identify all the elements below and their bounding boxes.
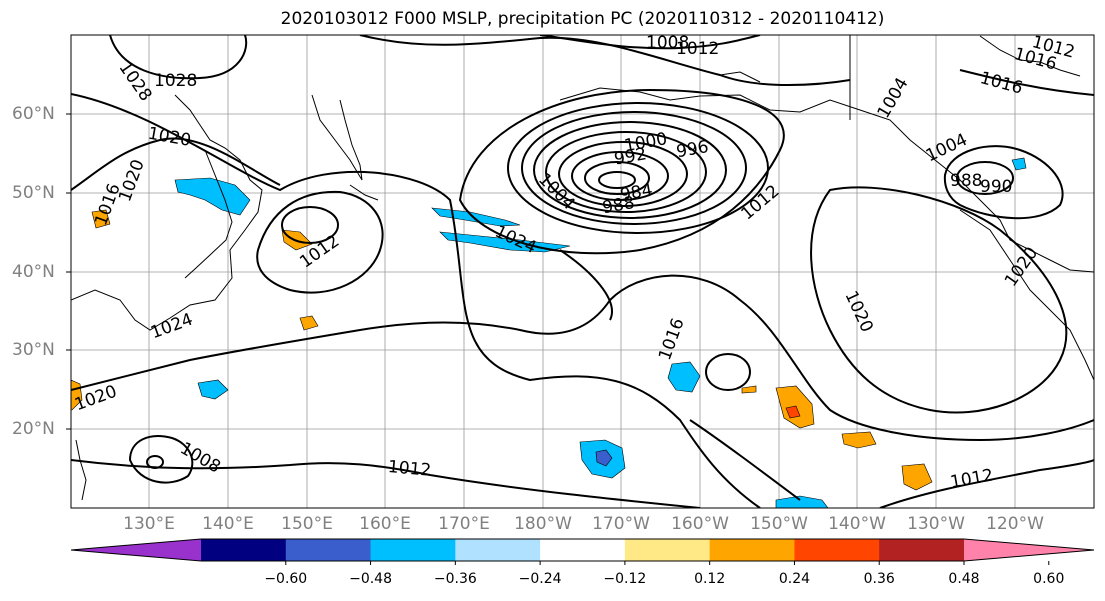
precip-navy-hawaii [595, 449, 613, 467]
contour-label: 1012 [387, 457, 432, 481]
colorbar-tick-label: −0.24 [518, 571, 562, 587]
contour-label: 1012 [737, 181, 783, 224]
contour-label: 1020 [146, 124, 192, 151]
contour-label: 996 [675, 137, 710, 162]
lon-label: 150°E [281, 514, 333, 534]
contour-label: 1024 [148, 310, 195, 344]
contour-label: 1020 [840, 288, 876, 336]
colorbar-tick-label: 0.24 [778, 571, 811, 587]
lat-label: 50°N [12, 183, 55, 203]
contour-label: 1016 [655, 316, 689, 363]
contour-labels: 1028 1028 1008 1012 1012 1016 1016 1020 … [72, 33, 1077, 493]
colorbar-tick-label: 0.36 [863, 571, 895, 587]
isobars [71, 35, 1094, 508]
precip-blue-sw [197, 379, 229, 400]
contour-label: 1024 [492, 222, 540, 258]
precip-blue-japan [174, 177, 251, 216]
lon-label: 170°E [438, 514, 490, 534]
contour-label: 992 [613, 144, 648, 169]
colorbar-tick-label: −0.48 [349, 571, 392, 587]
contour-label: 1020 [1001, 244, 1042, 291]
contour-label: 1004 [874, 74, 913, 121]
lat-label: 20°N [12, 419, 55, 439]
contour-label: 1028 [154, 71, 197, 91]
precip-blue-midpac-1 [431, 207, 521, 227]
colorbar-tick-label: −0.36 [433, 571, 477, 587]
colorbar-tick-label: 0.12 [694, 571, 726, 587]
lat-label: 60°N [12, 104, 55, 124]
contour-label: 1016 [91, 181, 125, 228]
map-frame [70, 34, 1095, 509]
lon-label: 150°W [750, 514, 808, 534]
contour-label: 1008 [646, 33, 689, 53]
contour-label: 1004 [923, 130, 971, 166]
contour-label: 990 [980, 177, 1012, 197]
precip-blue-canada [1011, 157, 1027, 171]
colorbar-tick-label: 0.48 [948, 571, 980, 587]
colorbar-tick-label: 0.60 [1033, 571, 1065, 587]
map-title: 2020103012 F000 MSLP, precipitation PC (… [280, 9, 885, 29]
lon-label: 130°E [123, 514, 175, 534]
graticule [71, 35, 1094, 508]
contour-label: 988 [950, 171, 982, 191]
lon-label: 160°E [359, 514, 411, 534]
lon-label: 130°W [907, 514, 965, 534]
precip-blue-south [775, 495, 829, 508]
lat-label: 30°N [12, 340, 55, 360]
contour-label: 1016 [978, 68, 1025, 99]
lon-label: 180°W [514, 514, 572, 534]
lon-label: 140°E [202, 514, 254, 534]
lon-label: 140°W [828, 514, 886, 534]
lon-label: 120°W [986, 514, 1044, 534]
lon-label: 160°W [671, 514, 729, 534]
tick-marks [66, 113, 71, 430]
precip-orange-w2 [299, 315, 319, 331]
contour-label: 1028 [114, 58, 155, 105]
contour-label: 1012 [676, 39, 719, 59]
colorbar-tick-label: −0.60 [264, 571, 308, 587]
precip-orange-e4 [741, 385, 757, 394]
precip-red-e1 [785, 405, 801, 419]
colorbar-tick-label: −0.12 [603, 571, 647, 587]
precip-orange-e2 [841, 431, 877, 449]
contour-label: 1008 [176, 439, 223, 478]
precip-blue-east [667, 361, 701, 393]
contour-label: 984 [619, 180, 654, 205]
lat-label: 40°N [12, 262, 55, 282]
lon-label: 170°W [592, 514, 650, 534]
precip-orange-e3 [901, 463, 933, 491]
precip-orange-jp [91, 209, 111, 229]
contour-label: 1012 [949, 465, 995, 492]
